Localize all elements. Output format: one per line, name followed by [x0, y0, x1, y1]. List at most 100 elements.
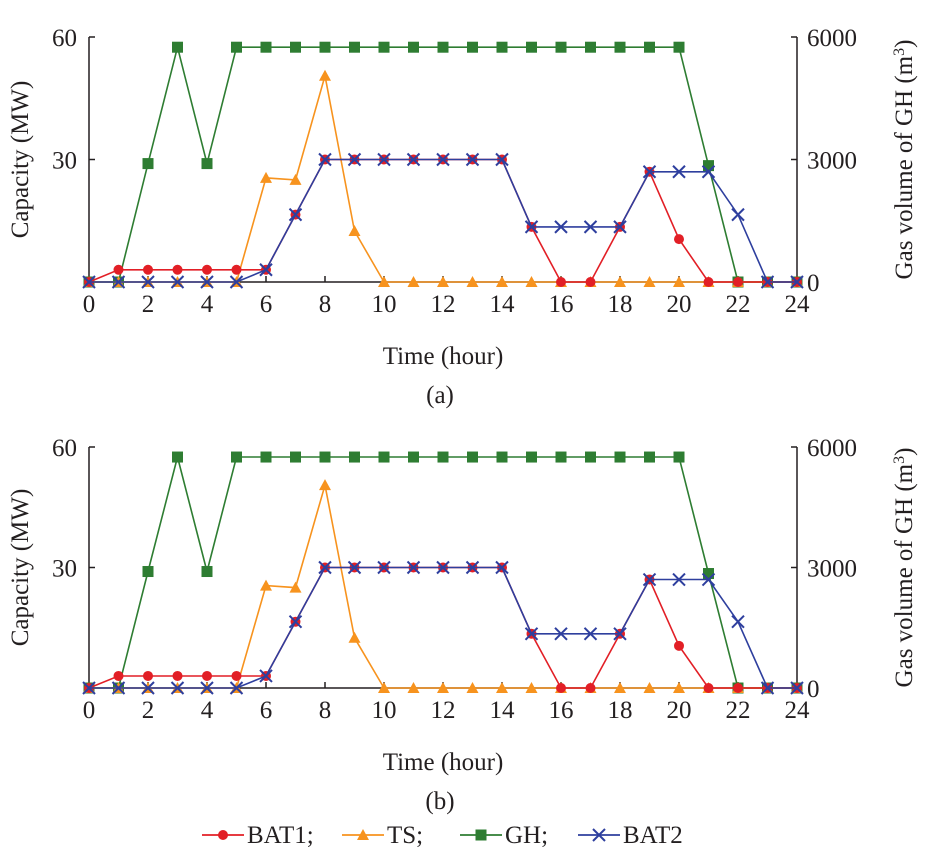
bat2-point — [583, 627, 598, 641]
bat2-point — [613, 627, 627, 641]
x-tick-label: 10 — [372, 697, 397, 724]
bat2-point — [318, 560, 332, 575]
bat2-point — [672, 572, 686, 587]
x-tick-label: 0 — [83, 697, 96, 724]
bat2-point — [200, 681, 214, 695]
bat2-point — [701, 165, 716, 179]
y-axis-label-right: Gas volume of GH (m3) — [891, 448, 918, 688]
ts-point — [525, 682, 538, 693]
gh-point — [585, 41, 596, 53]
legend-label: BAT1; — [247, 822, 314, 849]
gh-point — [703, 568, 714, 580]
legend-marker — [475, 829, 487, 841]
y-tick-label-right: 0 — [807, 676, 820, 703]
series-gh — [83, 451, 803, 694]
bat2-point — [141, 275, 155, 289]
series-line-gh — [89, 46, 797, 283]
gh-point — [467, 451, 478, 463]
x-tick-label: 24 — [785, 697, 811, 724]
gh-point — [231, 451, 242, 463]
bat2-point — [170, 275, 185, 289]
bat2-point — [790, 275, 804, 289]
bat2-point — [731, 207, 745, 222]
legend-item-ts: TS; — [342, 822, 423, 849]
ts-point — [643, 276, 656, 287]
bat2-point — [259, 263, 273, 277]
ts-point — [378, 276, 390, 287]
ts-point — [643, 682, 656, 693]
y-tick-label-left: 30 — [52, 556, 77, 583]
x-tick-label: 6 — [260, 291, 273, 318]
series-bat2 — [82, 152, 804, 289]
bat1-point — [172, 264, 183, 275]
legend-item-bat2: BAT2 — [578, 822, 683, 849]
ts-point — [437, 276, 449, 287]
gh-point — [378, 41, 390, 53]
ts-point — [378, 682, 390, 693]
bat2-point — [170, 681, 185, 695]
x-tick-label: 18 — [608, 291, 633, 318]
gh-point — [260, 451, 272, 463]
bat2-point — [495, 152, 509, 167]
y-tick-label-right: 6000 — [807, 25, 857, 52]
gh-point — [644, 451, 655, 463]
bat2-point — [259, 669, 273, 683]
chart-panel-a: 0 2 4 6 8 10 12 14 16 18 20 22 243060030006000Capaci… — [7, 25, 918, 409]
ts-point — [348, 631, 361, 643]
x-tick-label: 14 — [490, 291, 516, 318]
gh-point — [614, 41, 626, 53]
series-gh — [83, 41, 803, 288]
x-tick-label: 12 — [431, 291, 456, 318]
x-tick-label: 14 — [490, 697, 516, 724]
gh-point — [142, 158, 154, 170]
gh-point — [201, 566, 213, 578]
x-tick-label: 16 — [549, 291, 574, 318]
bat2-point — [524, 627, 539, 641]
bat1-point — [113, 264, 124, 275]
gh-point — [408, 41, 419, 53]
bat1-point — [585, 683, 596, 693]
gh-point — [526, 41, 537, 53]
gh-point — [408, 451, 419, 463]
x-tick-label: 6 — [260, 697, 273, 724]
bat2-point — [731, 615, 745, 629]
bat1-point — [143, 264, 153, 275]
chart-panel-b: 0 2 4 6 8 10 12 14 16 18 20 22 243060030006000Capaci… — [7, 435, 918, 815]
ts-point — [466, 276, 479, 287]
x-tick-label: 22 — [726, 291, 751, 318]
series-bat1 — [84, 562, 802, 693]
y-tick-label-left: 60 — [52, 25, 77, 52]
gh-point — [319, 451, 331, 463]
series-line-bat1 — [88, 566, 797, 689]
bat1-point — [585, 277, 596, 287]
bat1-point — [202, 670, 212, 681]
ts-point — [673, 276, 685, 287]
series-line-ts — [89, 484, 797, 689]
ts-point — [289, 173, 302, 185]
gh-point — [231, 41, 242, 53]
bat2-point — [347, 152, 362, 167]
bat1-point — [703, 683, 714, 693]
ts-point — [319, 69, 331, 81]
gh-point — [555, 41, 567, 53]
gh-point — [467, 41, 478, 53]
x-axis-label: Time (hour) — [383, 343, 504, 370]
bat2-point — [141, 681, 155, 695]
bat1-point — [231, 264, 242, 275]
gh-point — [349, 451, 360, 463]
x-tick-label: 0 — [83, 291, 96, 318]
gh-point — [703, 160, 714, 172]
y-axis-label-right: Gas volume of GH (m3) — [891, 40, 918, 280]
bat2-point — [229, 681, 244, 695]
bat1-point — [674, 234, 684, 245]
legend-item-gh: GH; — [460, 822, 548, 849]
gh-point — [349, 41, 360, 53]
ts-point — [496, 276, 508, 287]
series-line-bat1 — [88, 158, 797, 283]
y-tick-label-right: 0 — [807, 270, 820, 297]
x-tick-label: 8 — [319, 291, 332, 318]
bat2-point — [436, 152, 450, 167]
bat2-point — [347, 560, 362, 575]
bat1-point — [202, 264, 212, 275]
bat2-point — [465, 152, 480, 167]
